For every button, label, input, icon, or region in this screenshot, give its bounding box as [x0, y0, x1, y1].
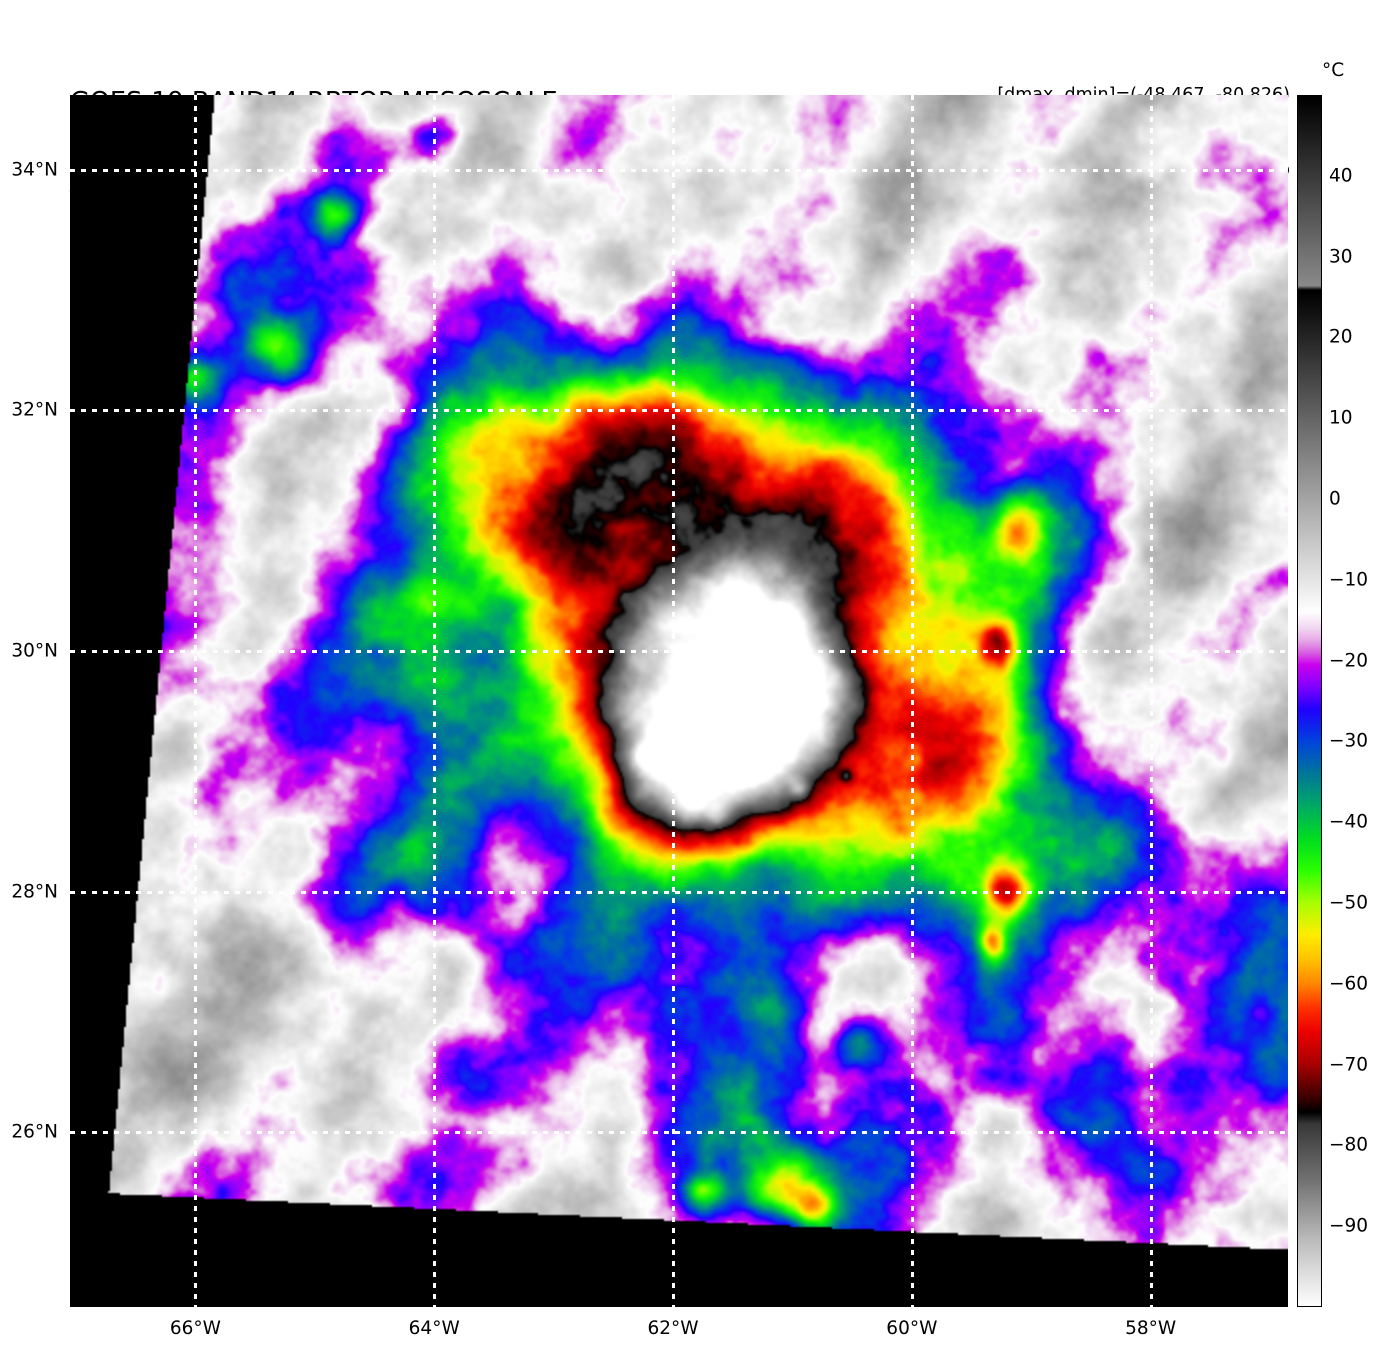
lon-label-4: 58°W	[1125, 1318, 1177, 1339]
lat-label-0: 34°N	[11, 159, 58, 181]
colorbar-tick-13: −90	[1329, 1215, 1369, 1237]
colorbar-tick-7: −30	[1329, 730, 1369, 752]
colorbar-tick-1: 30	[1329, 246, 1353, 268]
lat-label-2: 30°N	[11, 640, 58, 662]
lon-label-1: 64°W	[408, 1318, 460, 1339]
colorbar-tick-0: 40	[1329, 165, 1353, 187]
colorbar-tick-3: 10	[1329, 407, 1353, 429]
colorbar-tick-8: −40	[1329, 811, 1369, 833]
colorbar-unit-label: °C	[1322, 60, 1345, 81]
satellite-imagery-canvas	[70, 95, 1288, 1307]
lat-label-4: 26°N	[11, 1121, 58, 1143]
lon-label-0: 66°W	[169, 1318, 221, 1339]
lat-label-1: 32°N	[11, 399, 58, 421]
colorbar-gradient	[1297, 95, 1322, 1307]
satellite-image-plot: Copyright © 2020-2025 Dapiya	[70, 95, 1288, 1307]
colorbar-tick-6: −20	[1329, 650, 1369, 672]
colorbar-tick-12: −80	[1329, 1134, 1369, 1156]
colorbar-tick-10: −60	[1329, 973, 1369, 995]
colorbar-tick-9: −50	[1329, 892, 1369, 914]
lat-label-3: 28°N	[11, 881, 58, 903]
lon-label-3: 60°W	[886, 1318, 938, 1339]
colorbar-tick-11: −70	[1329, 1054, 1369, 1076]
colorbar-tick-5: −10	[1329, 569, 1369, 591]
lon-label-2: 62°W	[647, 1318, 699, 1339]
colorbar-tick-4: 0	[1329, 488, 1341, 510]
colorbar-tick-2: 20	[1329, 326, 1353, 348]
colorbar	[1297, 95, 1322, 1307]
